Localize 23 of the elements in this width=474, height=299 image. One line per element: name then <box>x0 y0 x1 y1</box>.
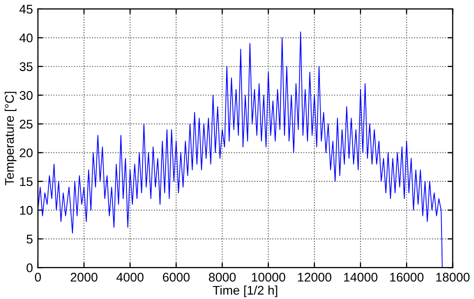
y-axis-title: Temperature [°C] <box>4 92 16 186</box>
y-tick-label: 5 <box>26 234 33 244</box>
y-tick-label: 20 <box>20 148 33 158</box>
line-series <box>38 32 443 268</box>
x-tick-label: 10000 <box>252 272 286 282</box>
y-tick-label: 45 <box>19 4 33 14</box>
x-axis-title: Time [1/2 h] <box>212 286 278 298</box>
y-tick-label: 25 <box>20 120 33 129</box>
y-tick-label: 15 <box>20 177 33 186</box>
y-tick-label: 30 <box>20 90 33 100</box>
y-tick-label: 35 <box>20 62 33 72</box>
y-tick-label: 40 <box>19 34 33 42</box>
y-tick-label: 0 <box>26 263 33 272</box>
x-tick-label: 6000 <box>162 272 190 282</box>
y-tick-label: 10 <box>20 206 33 215</box>
x-tick-label: 12000 <box>298 272 332 282</box>
x-tick-label: 14000 <box>344 272 378 282</box>
x-tick-label: 16000 <box>390 272 424 282</box>
x-tick-label: 0 <box>34 272 41 282</box>
x-tick-label: 2000 <box>70 272 98 282</box>
x-tick-label: 4000 <box>116 272 144 282</box>
x-tick-label: 8000 <box>208 272 236 282</box>
x-tick-label: 18000 <box>436 272 470 282</box>
